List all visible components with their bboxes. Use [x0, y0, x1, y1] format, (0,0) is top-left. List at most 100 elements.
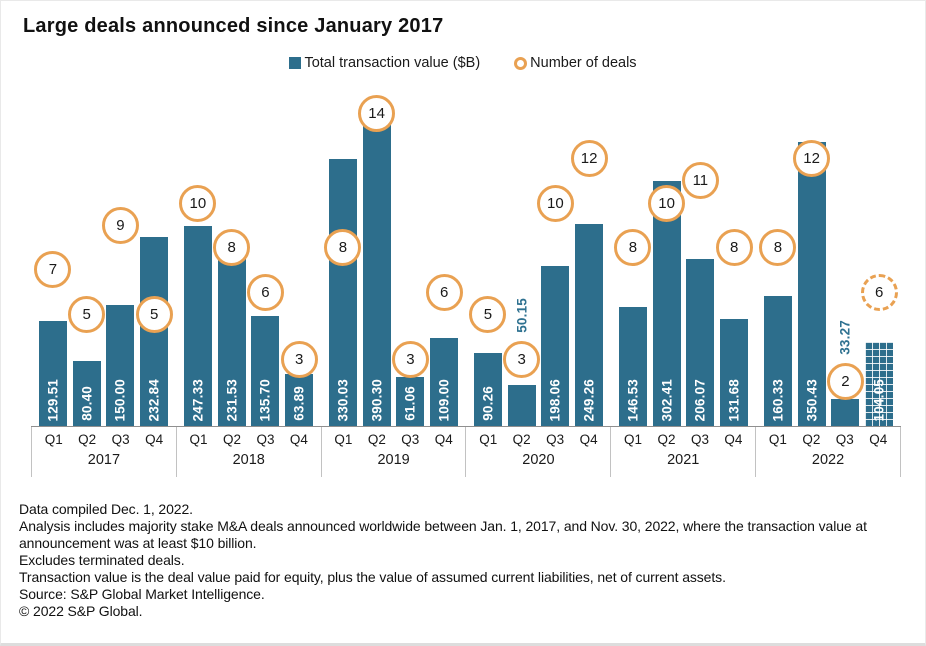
quarter-label: Q4 — [724, 432, 743, 447]
chart-area: 129.51 7 80.40 5 150.00 9 232.84 5 247.33 10 231.5… — [31, 85, 901, 477]
bar-slot: 135.70 6 — [246, 85, 284, 426]
bar-value-label: 80.40 — [79, 386, 95, 421]
deals-marker: 6 — [425, 273, 463, 311]
deals-marker: 9 — [101, 206, 139, 244]
value-bar: 206.07 — [686, 259, 715, 426]
legend-label: Total transaction value ($B) — [304, 55, 481, 71]
bar-slot: 231.53 8 — [213, 85, 251, 426]
deals-marker: 3 — [391, 340, 429, 378]
deals-marker: 8 — [213, 229, 251, 267]
value-bar: 247.33 — [183, 225, 212, 426]
bar-slot: 232.84 5 — [135, 85, 173, 426]
deals-marker: 10 — [536, 184, 574, 222]
quarter-label: Q3 — [546, 432, 565, 447]
deals-marker: 2 — [826, 362, 864, 400]
legend-item-number-of-deals: Number of deals — [514, 55, 637, 71]
footnote-line: Excludes terminated deals. — [19, 552, 185, 569]
bar-value-label: 61.06 — [402, 386, 418, 421]
bar-value-label: 160.33 — [770, 378, 786, 422]
bar-value-label: 249.26 — [581, 378, 597, 422]
bar-slot: 109.00 6 — [425, 85, 463, 426]
year-cell: Q1 Q2 Q3 Q4 2017 — [31, 427, 177, 477]
quarter-label: Q2 — [367, 432, 386, 447]
deals-marker: 3 — [280, 340, 318, 378]
deals-marker: 11 — [681, 162, 719, 200]
year-label: 2022 — [811, 452, 845, 468]
value-bar: 90.26 — [473, 352, 502, 426]
bar-slot: 129.51 7 — [34, 85, 72, 426]
value-bar: 350.43 — [797, 142, 826, 426]
quarter-label: Q2 — [78, 432, 97, 447]
quarter-label: Q3 — [111, 432, 130, 447]
bar-slot: 249.26 12 — [570, 85, 608, 426]
quarter-label: Q4 — [289, 432, 308, 447]
legend: Total transaction value ($B) Number of d… — [1, 55, 925, 71]
deals-marker: 8 — [324, 229, 362, 267]
quarter-label: Q2 — [657, 432, 676, 447]
value-bar: 160.33 — [763, 296, 792, 426]
quarter-label: Q2 — [802, 432, 821, 447]
bar-value-label: 129.51 — [45, 378, 61, 422]
bar-slot: 90.26 5 — [469, 85, 507, 426]
quarter-label: Q3 — [835, 432, 854, 447]
bar-value-label: 33.27 — [837, 320, 853, 355]
bar-value-label: 231.53 — [224, 378, 240, 422]
deals-marker: 12 — [570, 139, 608, 177]
bar-slot: 198.06 10 — [536, 85, 574, 426]
bar-slot: 80.40 5 — [68, 85, 106, 426]
legend-item-transaction-value: Total transaction value ($B) — [289, 55, 480, 71]
footnote-line: Data compiled Dec. 1, 2022. — [19, 501, 193, 517]
quarter-label: Q1 — [334, 432, 353, 447]
bar-slot: 50.15 3 — [503, 85, 541, 426]
bar-slot: 390.30 14 — [358, 85, 396, 426]
value-bar: 390.30 — [362, 109, 391, 426]
year-group: 90.26 5 50.15 3 198.06 10 249.26 12 — [466, 85, 611, 426]
value-bar: 61.06 — [396, 376, 425, 426]
bar-value-label: 206.07 — [692, 378, 708, 422]
quarter-label: Q1 — [189, 432, 208, 447]
axis-band: Q1 Q2 Q3 Q4 2017 Q1 Q2 Q3 Q4 2018 Q1 Q2 Q3 Q4 2019 Q1 Q2… — [31, 426, 901, 477]
quarter-label: Q4 — [145, 432, 164, 447]
footnote-line: Transaction value is the deal value paid… — [19, 569, 726, 586]
year-label: 2018 — [232, 452, 265, 468]
quarter-label: Q3 — [401, 432, 420, 447]
bar-value-label: 146.53 — [625, 378, 641, 422]
quarter-label: Q3 — [256, 432, 275, 447]
bar-slot: 330.03 8 — [324, 85, 362, 426]
bar-value-label: 302.41 — [659, 378, 675, 422]
quarter-label: Q2 — [512, 432, 531, 447]
bar-value-label: 50.15 — [514, 297, 530, 333]
value-bar: 146.53 — [618, 307, 647, 426]
deals-marker: 6 — [860, 273, 898, 311]
value-bar — [831, 399, 860, 426]
year-cell: Q1 Q2 Q3 Q4 2018 — [177, 427, 322, 477]
year-cell: Q1 Q2 Q3 Q4 2019 — [322, 427, 467, 477]
year-label: 2021 — [667, 452, 700, 468]
year-group: 330.03 8 390.30 14 61.06 3 109.00 6 — [321, 85, 466, 426]
bar-slot: 150.00 9 — [101, 85, 139, 426]
bar-slot: 206.07 11 — [681, 85, 719, 426]
bar-slot: 63.89 3 — [280, 85, 318, 426]
quarter-label-row: Q1 Q2 Q3 Q4 — [756, 432, 900, 447]
deals-marker: 5 — [135, 296, 173, 333]
year-group: 129.51 7 80.40 5 150.00 9 232.84 5 — [31, 85, 176, 426]
deals-marker: 3 — [503, 340, 541, 378]
year-cell: Q1 Q2 Q3 Q4 2020 — [466, 427, 612, 477]
quarter-label: Q4 — [434, 432, 453, 447]
quarter-label-row: Q1 Q2 Q3 Q4 — [177, 432, 321, 447]
footnote-line: Source: S&P Global Market Intelligence. — [19, 586, 265, 603]
bar-value-label: 63.89 — [291, 386, 307, 421]
deals-marker: 8 — [614, 229, 652, 267]
deals-marker: 12 — [793, 139, 831, 177]
value-bar: 150.00 — [106, 304, 135, 426]
legend-square-icon — [289, 57, 302, 69]
bar-value-label: 131.68 — [726, 378, 742, 422]
value-bar: 104.05 — [865, 341, 894, 426]
year-cell: Q1 Q2 Q3 Q4 2022 — [756, 427, 901, 477]
quarter-label: Q2 — [223, 432, 242, 447]
deals-marker: 7 — [34, 251, 72, 289]
chart-title: Large deals announced since January 2017 — [23, 15, 444, 37]
quarter-label: Q1 — [768, 432, 787, 447]
bar-value-label: 247.33 — [190, 378, 206, 422]
bar-slot: 131.68 8 — [715, 85, 753, 426]
